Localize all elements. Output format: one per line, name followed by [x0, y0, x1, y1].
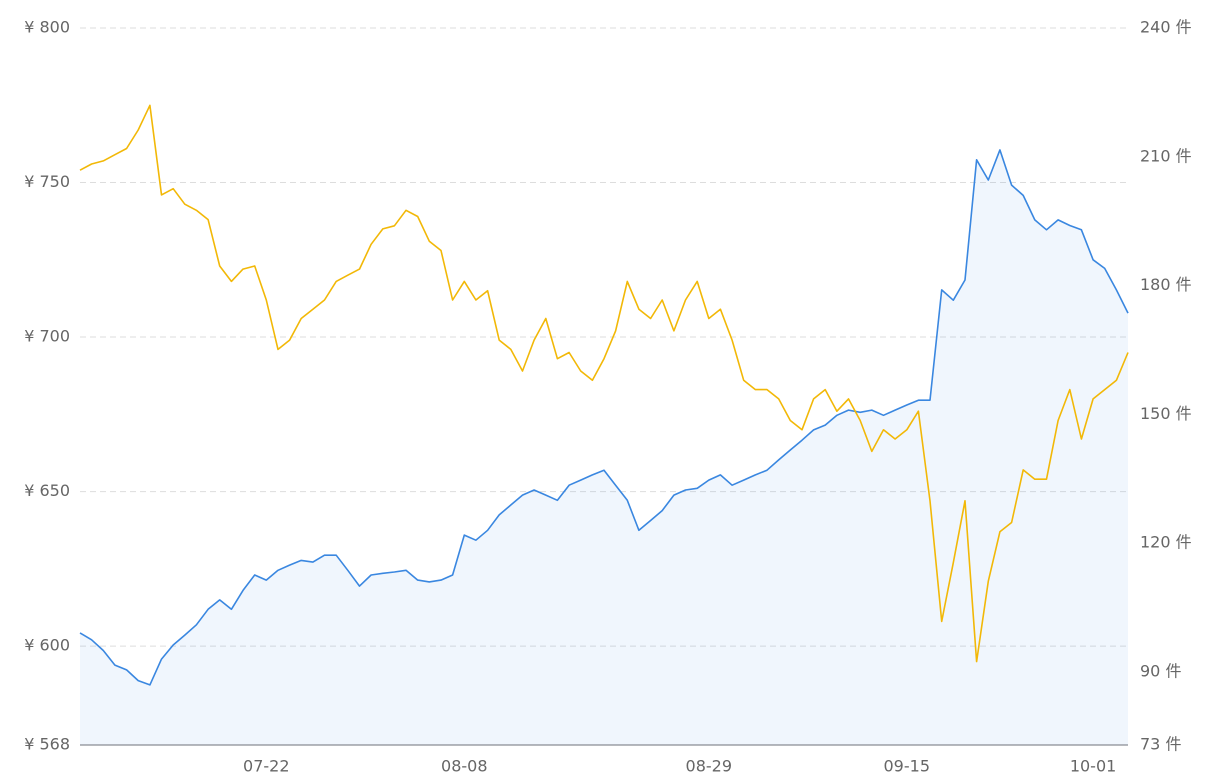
y2-tick-label: 73 件	[1140, 735, 1181, 754]
y-tick-label: ¥ 800	[24, 18, 70, 37]
y2-tick-label: 180 件	[1140, 275, 1192, 294]
y2-tick-label: 90 件	[1140, 662, 1181, 681]
x-tick-label: 07-22	[243, 757, 290, 776]
y-tick-label: ¥ 600	[24, 636, 70, 655]
x-tick-label: 08-29	[686, 757, 733, 776]
y-tick-label: ¥ 700	[24, 327, 70, 346]
y-tick-label: ¥ 750	[24, 172, 70, 191]
y2-tick-label: 150 件	[1140, 404, 1192, 423]
line	[79, 104, 1129, 663]
x-tick-label: 10-01	[1070, 757, 1117, 776]
y-tick-label: ¥ 568	[24, 735, 70, 754]
line	[79, 149, 1129, 686]
y-tick-label: ¥ 650	[24, 481, 70, 500]
x-tick-label: 08-08	[441, 757, 488, 776]
x-tick-label: 09-15	[884, 757, 931, 776]
area	[80, 149, 1128, 745]
y2-tick-label: 240 件	[1140, 18, 1192, 37]
y2-tick-label: 120 件	[1140, 533, 1192, 552]
y2-tick-label: 210 件	[1140, 146, 1192, 165]
